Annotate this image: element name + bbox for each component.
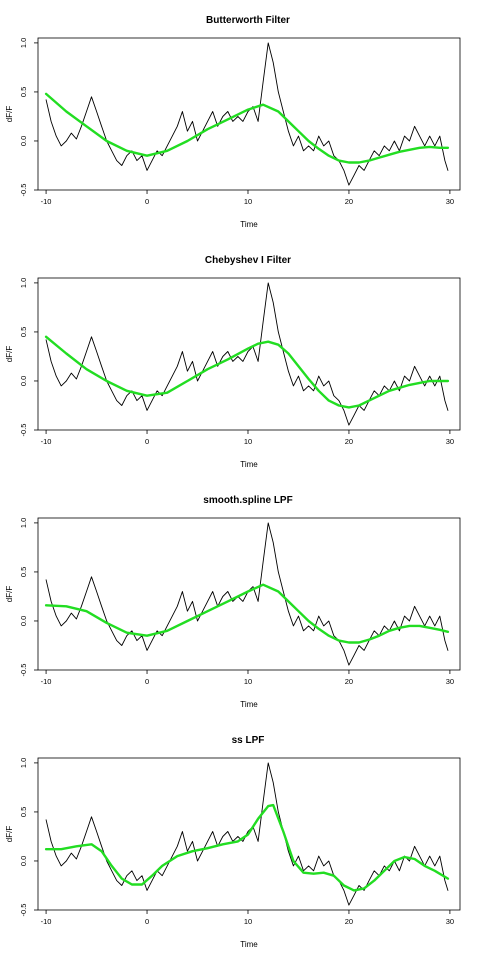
- raw-signal-line: [45, 42, 449, 186]
- raw-signal-line: [45, 282, 449, 426]
- plot-area: [37, 277, 461, 431]
- y-tick-label: 0.5: [19, 807, 28, 817]
- chart-panel-smooth-spline: smooth.spline LPF -10 0 10 20 30 -0.5 0.0 0.5 1.…: [5, 495, 461, 709]
- plot-area: [37, 37, 461, 191]
- x-tick-label: 20: [345, 197, 353, 206]
- x-tick-label: 0: [145, 437, 149, 446]
- y-tick-label: -0.5: [19, 424, 28, 437]
- y-tick-label: 0.0: [19, 376, 28, 386]
- y-tick-label: -0.5: [19, 904, 28, 917]
- x-tick-label: 0: [145, 677, 149, 686]
- x-tick-label: 0: [145, 917, 149, 926]
- y-tick-label: 1.0: [19, 518, 28, 528]
- y-tick-label: 0.5: [19, 567, 28, 577]
- y-tick-label: -0.5: [19, 184, 28, 197]
- x-tick-label: 30: [446, 197, 454, 206]
- x-tick-label: -10: [41, 917, 52, 926]
- y-axis-label: dF/F: [5, 826, 14, 843]
- chart-title: smooth.spline LPF: [203, 495, 292, 506]
- y-tick-label: 0.0: [19, 616, 28, 626]
- y-axis-label: dF/F: [5, 346, 14, 363]
- filtered-signal-line: [44, 92, 450, 164]
- x-tick-label: -10: [41, 677, 52, 686]
- x-axis-label: Time: [240, 940, 258, 949]
- y-axis-label: dF/F: [5, 106, 14, 123]
- filtered-signal-line: [44, 803, 450, 892]
- filtered-signal-line: [44, 583, 450, 644]
- x-tick-label: 10: [244, 677, 252, 686]
- x-tick-label: 20: [345, 917, 353, 926]
- chart-panel-butterworth: Butterworth Filter -10 0 10 20 30 -0.5 0.0 0.5 1…: [5, 15, 461, 229]
- y-tick-label: -0.5: [19, 664, 28, 677]
- x-axis-label: Time: [240, 700, 258, 709]
- x-tick-label: 10: [244, 437, 252, 446]
- chart-panel-chebyshev: Chebyshev I Filter -10 0 10 20 30 -0.5 0.0 0.5 1…: [5, 255, 461, 469]
- chart-title: ss LPF: [232, 735, 265, 746]
- y-tick-label: 0.0: [19, 136, 28, 146]
- plot-area: [37, 757, 461, 911]
- chart-panel-ss-lpf: ss LPF -10 0 10 20 30 -0.5 0.0 0.5 1.0 Time dF/F: [5, 735, 461, 949]
- y-tick-label: 1.0: [19, 758, 28, 768]
- chart-title: Butterworth Filter: [206, 15, 290, 26]
- plot-area: [37, 517, 461, 671]
- x-tick-label: 10: [244, 917, 252, 926]
- y-tick-label: 0.0: [19, 856, 28, 866]
- y-tick-label: 1.0: [19, 38, 28, 48]
- x-tick-label: -10: [41, 197, 52, 206]
- y-tick-label: 1.0: [19, 278, 28, 288]
- x-axis-label: Time: [240, 220, 258, 229]
- raw-signal-line: [45, 762, 449, 906]
- x-tick-label: -10: [41, 437, 52, 446]
- plot-content: -10 0 10 20 30 -0.5 0.0 0.5 1.0: [19, 758, 454, 926]
- x-axis-label: Time: [240, 460, 258, 469]
- y-tick-label: 0.5: [19, 327, 28, 337]
- y-tick-label: 0.5: [19, 87, 28, 97]
- x-tick-label: 10: [244, 197, 252, 206]
- filtered-signal-line: [44, 335, 450, 409]
- y-axis-label: dF/F: [5, 586, 14, 603]
- plot-content: -10 0 10 20 30 -0.5 0.0 0.5 1.0: [19, 278, 454, 446]
- x-tick-label: 20: [345, 677, 353, 686]
- plot-content: -10 0 10 20 30 -0.5 0.0 0.5 1.0: [19, 38, 454, 206]
- chart-title: Chebyshev I Filter: [205, 255, 291, 266]
- x-tick-label: 30: [446, 677, 454, 686]
- plot-content: -10 0 10 20 30 -0.5 0.0 0.5 1.0: [19, 518, 454, 686]
- x-tick-label: 0: [145, 197, 149, 206]
- x-tick-label: 20: [345, 437, 353, 446]
- x-tick-label: 30: [446, 437, 454, 446]
- x-tick-label: 30: [446, 917, 454, 926]
